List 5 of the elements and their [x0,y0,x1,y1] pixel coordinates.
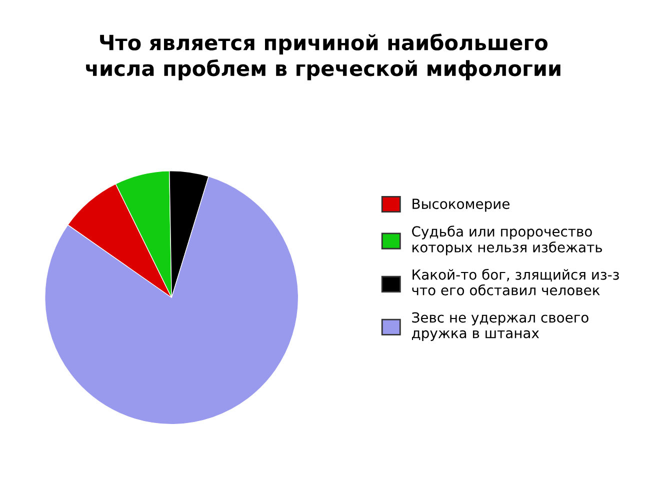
legend-label: Высокомерие [412,198,510,212]
legend-label: Зевс не удержал своего дружка в штанах [412,312,588,341]
chart-title: Что является причиной наибольшего числа проблем в греческой мифологии [86,34,560,80]
legend-label: Какой-то бог, злящийся из-з что его обставил человек [412,268,619,296]
legend-label: Судьба или пророчество которых нельзя избежать [412,226,602,256]
